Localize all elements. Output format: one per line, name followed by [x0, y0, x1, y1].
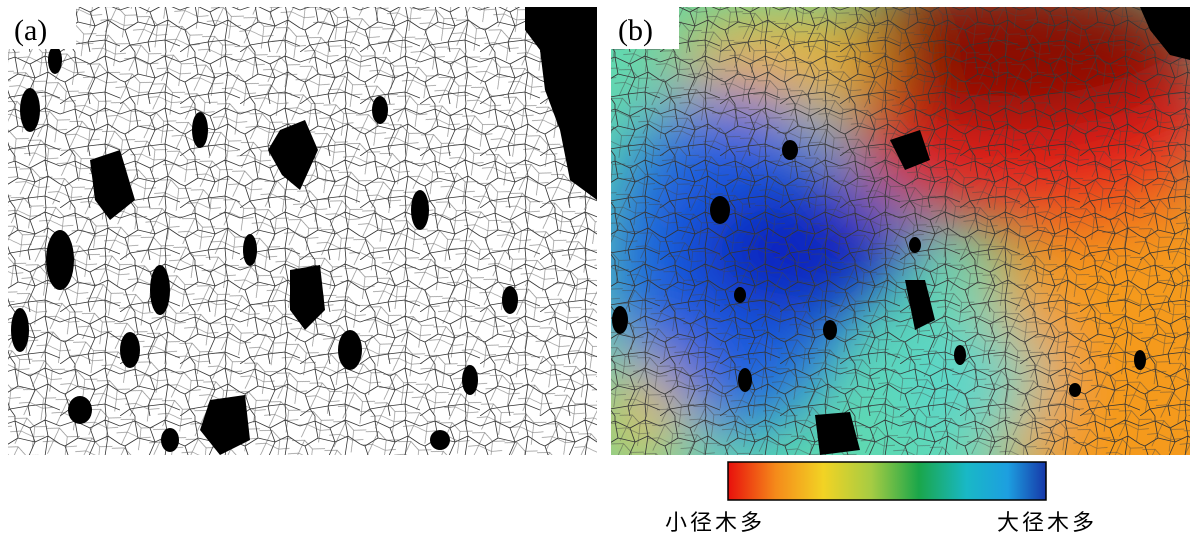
page: (a) (b) 小径木多 大径木多	[0, 0, 1197, 535]
cell-network	[611, 7, 1190, 455]
figure: (a) (b) 小径木多 大径木多	[0, 0, 1197, 535]
panel-label: (a)	[14, 14, 47, 47]
panel-a: (a)	[8, 7, 597, 455]
panel-b	[600, 0, 1197, 535]
colorbar-label: 小径木多	[665, 511, 765, 535]
cell-network	[8, 7, 597, 455]
panel-label: (b)	[618, 14, 653, 47]
colorbar	[728, 462, 1046, 500]
colorbar-label: 大径木多	[997, 511, 1097, 535]
